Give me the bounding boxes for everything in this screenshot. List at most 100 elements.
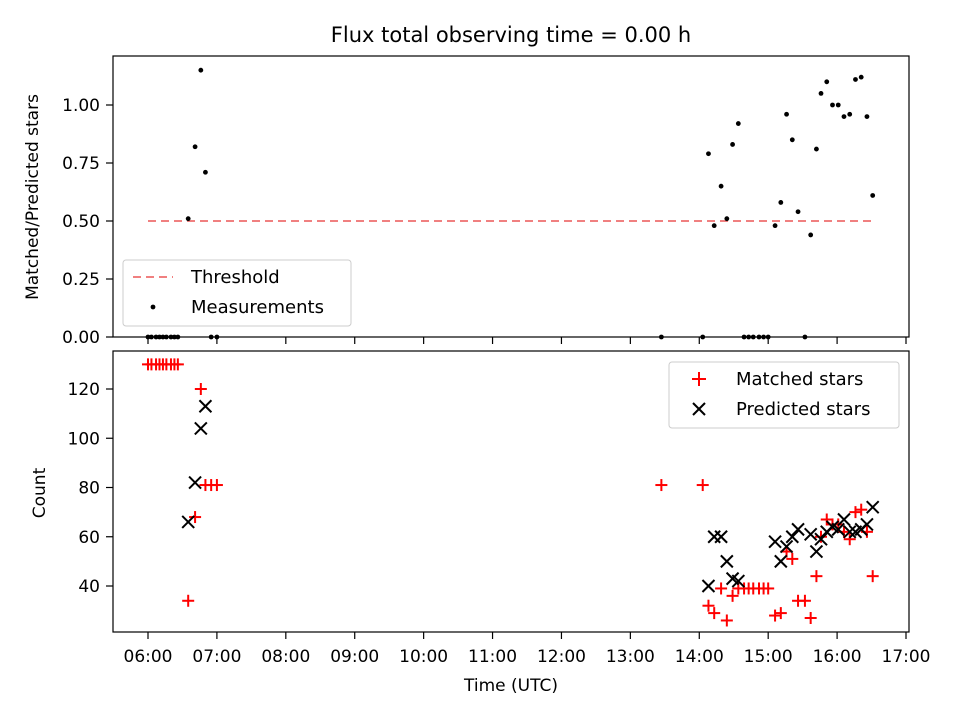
- predicted-star-point: [785, 530, 800, 544]
- matched-legend-swatch: [692, 372, 706, 386]
- time-x-axis-label: Time (UTC): [463, 676, 558, 696]
- measurement-point: [718, 183, 724, 189]
- time-x-tick-label: 12:00: [537, 647, 586, 667]
- matched-star-point: [189, 511, 202, 524]
- measurement-point: [772, 223, 778, 229]
- ratio-legend-box: [122, 259, 352, 327]
- measurement-point: [802, 334, 808, 340]
- count-y-tick-label: 100: [68, 429, 100, 449]
- measurement-point: [858, 74, 864, 80]
- predicted-legend-swatch: [692, 402, 706, 416]
- predicted-star-point: [181, 515, 195, 529]
- time-x-tick-label: 13:00: [606, 647, 655, 667]
- chart-title: Flux total observing time = 0.00 h: [331, 23, 691, 47]
- matched-star-point: [726, 589, 739, 602]
- measurement-point: [835, 102, 841, 108]
- time-x-tick-label: 14:00: [675, 647, 724, 667]
- threshold-legend-label: Threshold: [190, 267, 280, 288]
- matched-star-point: [182, 594, 195, 607]
- predicted-star-point: [803, 527, 818, 541]
- measurement-point: [153, 334, 159, 340]
- measurement-point: [168, 334, 174, 340]
- count-panel: 40 60 80 100 120 06:00 07:00 08:00 09:00 10:00 11…: [30, 350, 931, 696]
- measurement-point: [175, 334, 181, 340]
- time-x-tick-label: 16:00: [813, 647, 862, 667]
- measurement-point: [700, 334, 706, 340]
- ratio-y-tick-label: 0.75: [62, 154, 100, 174]
- time-x-tick-label: 07:00: [192, 647, 241, 667]
- predicted-star-point: [843, 525, 857, 539]
- measurement-point: [789, 137, 795, 143]
- matched-star-point: [774, 607, 787, 620]
- ratio-panel: 0.00 0.25 0.50 0.75 1.00 Matched/Predicted s…: [23, 55, 910, 348]
- predicted-star-point: [860, 517, 874, 532]
- measurement-point: [192, 144, 198, 150]
- ratio-x-axis: [147, 337, 907, 344]
- matched-star-point: [696, 479, 709, 492]
- measurement-point: [818, 91, 824, 96]
- time-x-tick-label: 17:00: [882, 647, 931, 667]
- measurement-point: [784, 111, 789, 117]
- predicted-star-point: [831, 522, 845, 537]
- measurement-point: [208, 334, 214, 340]
- measurement-points: [145, 67, 876, 340]
- count-y-tick-label: 40: [78, 577, 100, 597]
- predicted-star-point: [714, 530, 728, 544]
- predicted-legend-label: Predicted stars: [736, 399, 870, 420]
- matched-star-point: [194, 383, 207, 395]
- predicted-star-point: [814, 532, 828, 546]
- predicted-star-point: [188, 475, 202, 490]
- matched-star-point: [171, 358, 184, 371]
- measurement-point: [864, 114, 870, 119]
- measurement-point: [830, 102, 835, 108]
- measurement-point: [841, 114, 847, 119]
- measurement-point: [870, 193, 876, 198]
- matched-star-point: [855, 503, 868, 516]
- matched-legend-label: Matched stars: [736, 369, 863, 390]
- measurement-point: [741, 334, 747, 340]
- measurement-point: [711, 223, 717, 229]
- ratio-y-axis-label: Matched/Predicted stars: [23, 94, 43, 300]
- measurement-point: [214, 334, 220, 340]
- measurement-point: [808, 232, 814, 238]
- measurement-point: [765, 334, 771, 340]
- measurement-point: [185, 216, 191, 222]
- measurement-point: [750, 334, 756, 340]
- measurement-point: [706, 151, 711, 157]
- matched-star-point: [810, 570, 823, 583]
- measurement-point: [724, 216, 730, 222]
- matched-star-point: [786, 552, 799, 565]
- measurement-point: [795, 209, 801, 215]
- time-x-tick-label: 11:00: [468, 647, 517, 667]
- predicted-star-point: [768, 534, 782, 549]
- matched-star-point: [720, 614, 733, 627]
- measurement-point: [756, 334, 762, 340]
- measurement-point: [145, 334, 151, 340]
- measurement-point: [730, 142, 735, 147]
- measurements-legend-label: Measurements: [191, 297, 324, 318]
- time-x-tick-label: 06:00: [124, 647, 173, 667]
- ratio-y-tick-label: 0.50: [62, 212, 100, 232]
- measurement-point: [778, 200, 784, 205]
- predicted-star-point: [791, 522, 805, 537]
- count-y-tick-label: 120: [68, 380, 100, 400]
- measurement-point: [735, 121, 741, 126]
- measurement-point: [761, 334, 766, 340]
- ratio-y-tick-label: 0.25: [62, 270, 100, 290]
- matched-star-point: [849, 506, 862, 519]
- predicted-star-point: [837, 512, 851, 527]
- measurement-point: [824, 79, 830, 85]
- matched-star-point: [708, 607, 721, 620]
- ratio-y-axis: 0.00 0.25 0.50 0.75 1.00: [62, 96, 113, 348]
- measurement-point: [847, 111, 853, 117]
- matched-star-point: [769, 609, 782, 622]
- time-x-tick-label: 10:00: [399, 647, 448, 667]
- time-x-tick-label: 09:00: [330, 647, 379, 667]
- count-y-axis-label: Count: [30, 467, 50, 518]
- predicted-star-point: [731, 574, 746, 588]
- ratio-panel-frame: [112, 55, 910, 338]
- matched-star-point: [715, 582, 728, 595]
- count-panel-frame: [112, 350, 910, 633]
